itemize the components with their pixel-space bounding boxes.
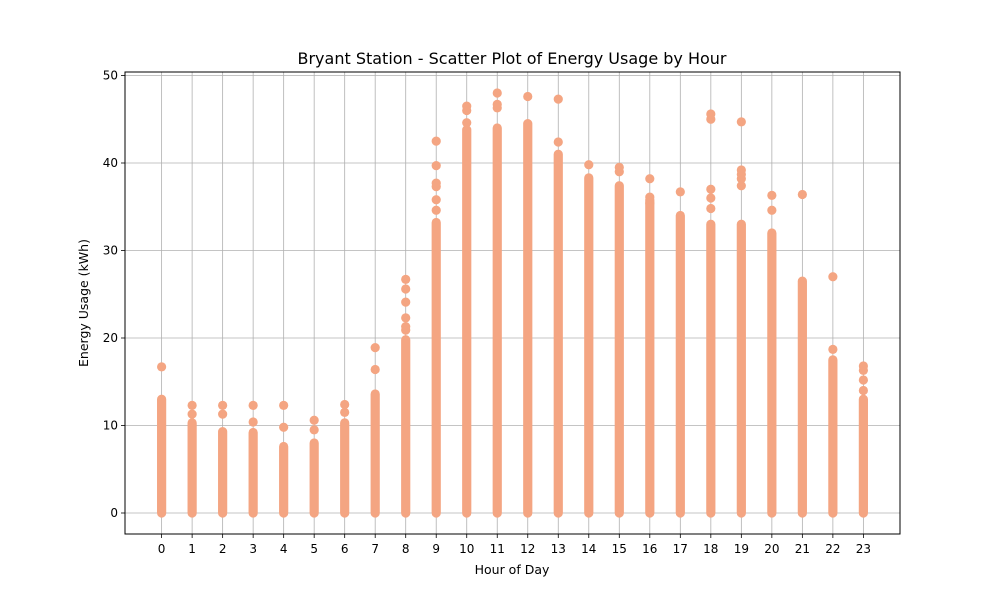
data-point: [401, 274, 411, 284]
x-tick-label: 18: [703, 542, 718, 556]
data-point: [736, 165, 746, 175]
data-point: [706, 193, 716, 203]
data-point: [706, 109, 716, 119]
x-tick-label: 10: [459, 542, 474, 556]
data-point: [858, 361, 868, 371]
data-point: [248, 400, 258, 410]
x-tick-label: 6: [341, 542, 349, 556]
x-axis-label: Hour of Day: [475, 562, 550, 577]
data-point: [401, 284, 411, 294]
data-point: [553, 94, 563, 104]
data-point: [370, 364, 380, 375]
x-tick-label: 15: [612, 542, 627, 556]
data-point: [187, 400, 197, 410]
data-point: [797, 189, 807, 200]
x-tick-label: 0: [158, 542, 166, 556]
data-point: [218, 409, 228, 419]
data-point: [309, 415, 319, 425]
data-point: [462, 101, 472, 111]
y-axis-label: Energy Usage (kWh): [76, 239, 91, 367]
data-point: [858, 375, 868, 385]
x-tick-label: 12: [520, 542, 535, 556]
x-tick-label: 23: [856, 542, 871, 556]
data-point: [279, 422, 289, 432]
y-axis-ticks: 0 10 20 30 40 50: [103, 69, 125, 520]
data-point: [401, 322, 411, 332]
y-tick-label: 50: [103, 69, 118, 83]
data-points: [157, 88, 868, 518]
data-point: [248, 417, 258, 427]
x-tick-label: 20: [764, 542, 779, 556]
x-tick-label: 1: [188, 542, 196, 556]
data-point: [523, 91, 533, 102]
data-point: [706, 184, 716, 194]
data-point: [736, 117, 746, 127]
data-point: [340, 399, 350, 410]
x-tick-label: 13: [551, 542, 566, 556]
data-point: [645, 192, 655, 202]
data-point: [767, 205, 777, 215]
data-point: [828, 344, 838, 354]
x-tick-label: 7: [371, 542, 379, 556]
data-point: [492, 88, 502, 98]
data-point: [401, 297, 411, 307]
data-point: [431, 161, 441, 171]
data-point: [767, 190, 777, 200]
x-tick-label: 17: [673, 542, 688, 556]
x-tick-label: 8: [402, 542, 410, 556]
x-tick-label: 19: [734, 542, 749, 556]
data-point: [431, 136, 441, 146]
data-point: [187, 409, 197, 419]
data-point: [279, 400, 289, 410]
data-point: [431, 205, 441, 215]
x-tick-label: 22: [825, 542, 840, 556]
x-tick-label: 16: [642, 542, 657, 556]
y-tick-label: 10: [103, 419, 118, 433]
data-point: [309, 425, 319, 435]
x-tick-label: 5: [310, 542, 318, 556]
x-tick-label: 14: [581, 542, 596, 556]
x-tick-label: 3: [249, 542, 257, 556]
data-point: [706, 203, 716, 214]
y-tick-label: 30: [103, 244, 118, 258]
data-point: [828, 272, 838, 282]
data-point: [462, 118, 472, 128]
data-point: [431, 195, 441, 205]
y-tick-label: 20: [103, 331, 118, 345]
data-point: [492, 99, 502, 109]
data-point: [157, 362, 167, 372]
data-point: [584, 160, 594, 170]
data-point: [401, 313, 411, 323]
data-point: [614, 162, 624, 172]
data-point: [858, 385, 868, 396]
x-tick-label: 21: [795, 542, 810, 556]
y-tick-label: 40: [103, 156, 118, 170]
plot-frame: [124, 71, 901, 535]
data-point: [340, 407, 350, 417]
x-tick-label: 9: [432, 542, 440, 556]
x-axis-ticks: 0 1 2 3 4 5 6 7 8 9 10 11 12 13 14 15 16 17 18 19 20 21 22 23: [158, 534, 871, 556]
chart-title: Bryant Station - Scatter Plot of Energy …: [297, 49, 726, 68]
data-point: [431, 178, 441, 188]
data-point: [675, 187, 685, 197]
data-point: [218, 400, 228, 410]
data-point: [645, 174, 655, 184]
x-tick-label: 2: [219, 542, 227, 556]
data-point: [736, 181, 746, 191]
x-tick-label: 11: [490, 542, 505, 556]
x-tick-label: 4: [280, 542, 288, 556]
y-tick-label: 0: [110, 506, 118, 520]
data-point: [553, 137, 563, 147]
data-point: [370, 343, 380, 353]
